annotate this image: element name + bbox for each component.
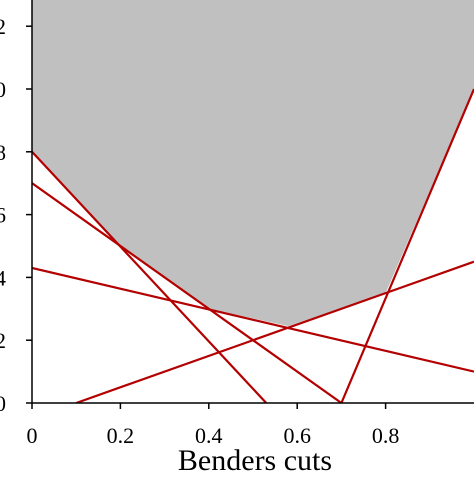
cut-line-3 [32,266,474,373]
plot-area [32,0,474,403]
axes [31,0,474,404]
x-axis-ticks: 0 0.2 0.4 0.6 0.8 [27,403,400,448]
y-tick-label: 2 [0,328,6,353]
x-tick-label: 0.6 [283,423,311,448]
x-tick-label: 0.8 [372,423,400,448]
y-tick-label: 0 [0,391,6,416]
y-tick-label: 0 [0,77,6,102]
y-tick-label: 6 [0,203,6,228]
x-axis-title: Benders cuts [178,444,332,474]
y-tick-label: 2 [0,14,6,39]
x-tick-label: 0.4 [195,423,223,448]
y-tick-label: 4 [0,265,6,290]
cut-line-4 [75,260,474,403]
cut-line-1 [32,151,268,403]
y-axis-ticks: 0 2 4 6 8 0 2 [0,14,32,416]
x-tick-label: 0.2 [107,423,135,448]
x-tick-label: 0 [27,423,38,448]
shaded-region [32,0,474,327]
cut-line-5 [340,88,474,403]
cut-line-2 [32,182,343,403]
y-tick-label: 8 [0,140,6,165]
